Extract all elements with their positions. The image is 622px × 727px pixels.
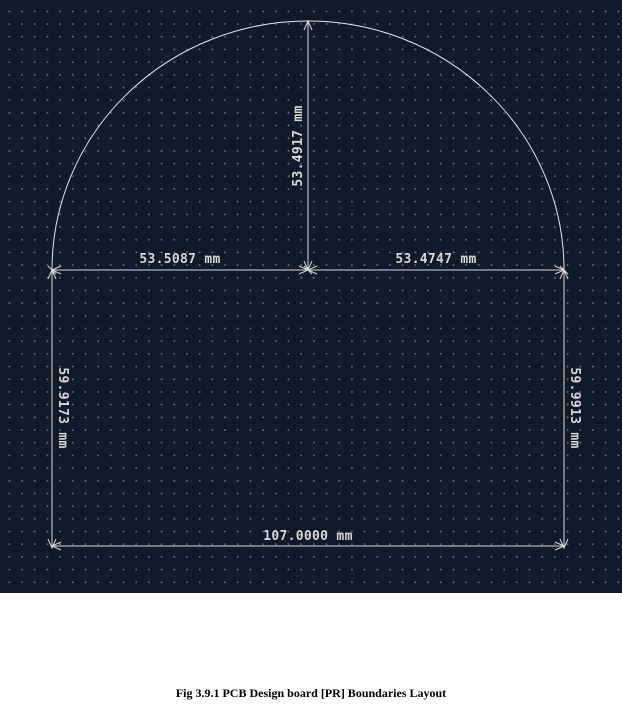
pcb-canvas[interactable]: 53.4917 mm 53.5087 mm 53.4747 mm 59.9173…: [0, 0, 622, 593]
left-height-label: 59.9173 mm: [55, 367, 70, 448]
left-half-width-label: 53.5087 mm: [139, 252, 220, 267]
total-width-arrow-right: [554, 541, 566, 551]
corner-tick-left: [47, 265, 57, 275]
arc-radius-label: 53.4917 mm: [291, 105, 306, 186]
left-height-arrow-bottom: [47, 538, 57, 550]
figure-caption: Fig 3.9.1 PCB Design board [PR] Boundari…: [175, 686, 447, 700]
right-height-label: 59.9913 mm: [567, 367, 582, 448]
total-width-arrow-left: [50, 541, 62, 551]
right-height-arrow-bottom: [559, 538, 569, 550]
dimension-lines: [47, 19, 569, 551]
corner-tick-center: [303, 265, 313, 275]
board-outline-drawing: 53.4917 mm 53.5087 mm 53.4747 mm 59.9173…: [47, 19, 582, 551]
corner-tick-right: [559, 265, 569, 275]
radius-arrow-top: [303, 19, 313, 31]
total-width-label: 107.0000 mm: [263, 529, 352, 544]
right-half-width-label: 53.4747 mm: [395, 252, 476, 267]
